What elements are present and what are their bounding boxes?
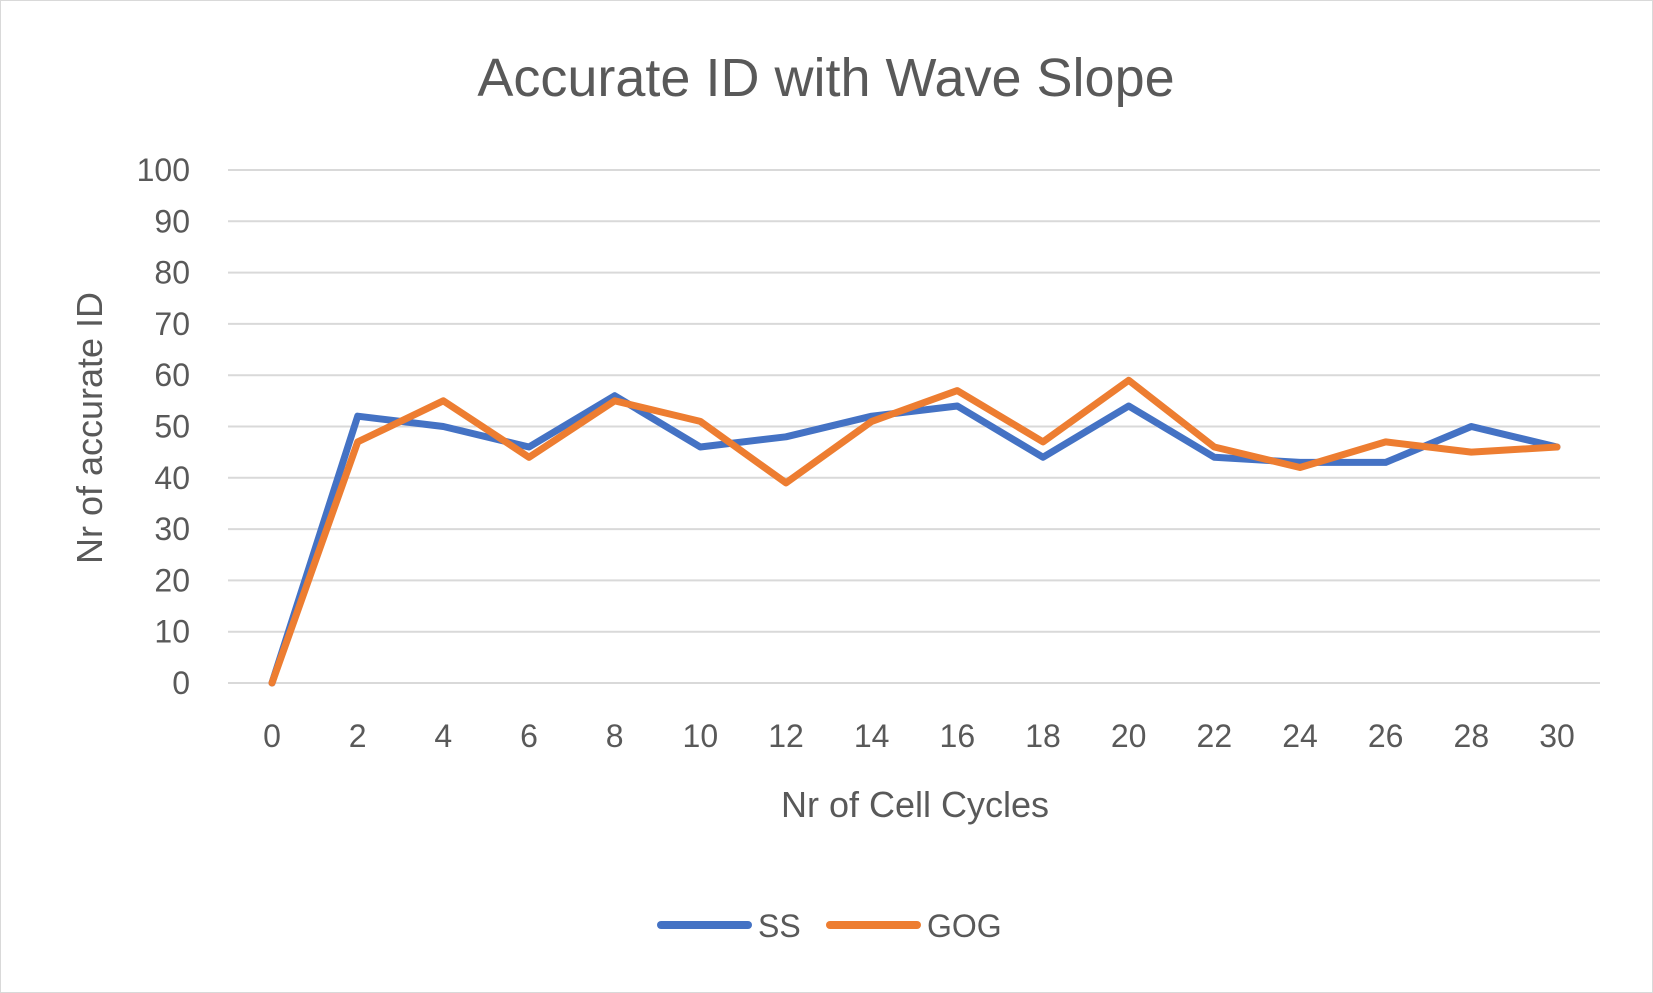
legend-label-gog: GOG — [927, 908, 1002, 944]
y-tick-label: 10 — [154, 614, 190, 650]
x-tick-label: 26 — [1368, 718, 1404, 754]
x-tick-label: 0 — [263, 718, 281, 754]
gridlines — [228, 169, 1600, 684]
legend-label-ss: SS — [758, 908, 801, 944]
x-tick-label: 22 — [1197, 718, 1233, 754]
x-tick-label: 6 — [520, 718, 538, 754]
series-lines — [268, 376, 1561, 687]
x-tick-label: 20 — [1111, 718, 1147, 754]
x-tick-label: 24 — [1282, 718, 1318, 754]
y-tick-label: 70 — [154, 306, 190, 342]
x-tick-label: 30 — [1539, 718, 1575, 754]
y-axis-title: Nr of accurate ID — [69, 292, 110, 564]
y-tick-label: 90 — [154, 203, 190, 239]
y-tick-label: 50 — [154, 409, 190, 445]
x-tick-label: 10 — [683, 718, 719, 754]
y-tick-label: 0 — [172, 665, 190, 701]
legend: SS GOG — [657, 908, 1002, 944]
series-line-gog — [268, 376, 1561, 687]
x-tick-label: 28 — [1454, 718, 1490, 754]
x-tick-label: 8 — [606, 718, 624, 754]
x-axis-title: Nr of Cell Cycles — [781, 784, 1049, 825]
x-tick-label: 14 — [854, 718, 890, 754]
x-axis-ticks: 0 2 4 6 8 10 12 14 16 18 20 22 24 26 28 30 — [263, 718, 1575, 754]
y-tick-label: 40 — [154, 460, 190, 496]
x-tick-label: 18 — [1025, 718, 1061, 754]
y-axis-ticks: 0 10 20 30 40 50 60 70 80 90 100 — [137, 152, 190, 701]
y-tick-label: 80 — [154, 255, 190, 291]
x-tick-label: 12 — [768, 718, 804, 754]
y-tick-label: 60 — [154, 357, 190, 393]
y-tick-label: 100 — [137, 152, 190, 188]
x-tick-label: 4 — [434, 718, 452, 754]
x-tick-label: 2 — [349, 718, 367, 754]
x-tick-label: 16 — [940, 718, 976, 754]
y-tick-label: 20 — [154, 562, 190, 598]
y-tick-label: 30 — [154, 511, 190, 547]
series-line-ss — [268, 392, 1561, 687]
chart-title: Accurate ID with Wave Slope — [477, 48, 1174, 108]
